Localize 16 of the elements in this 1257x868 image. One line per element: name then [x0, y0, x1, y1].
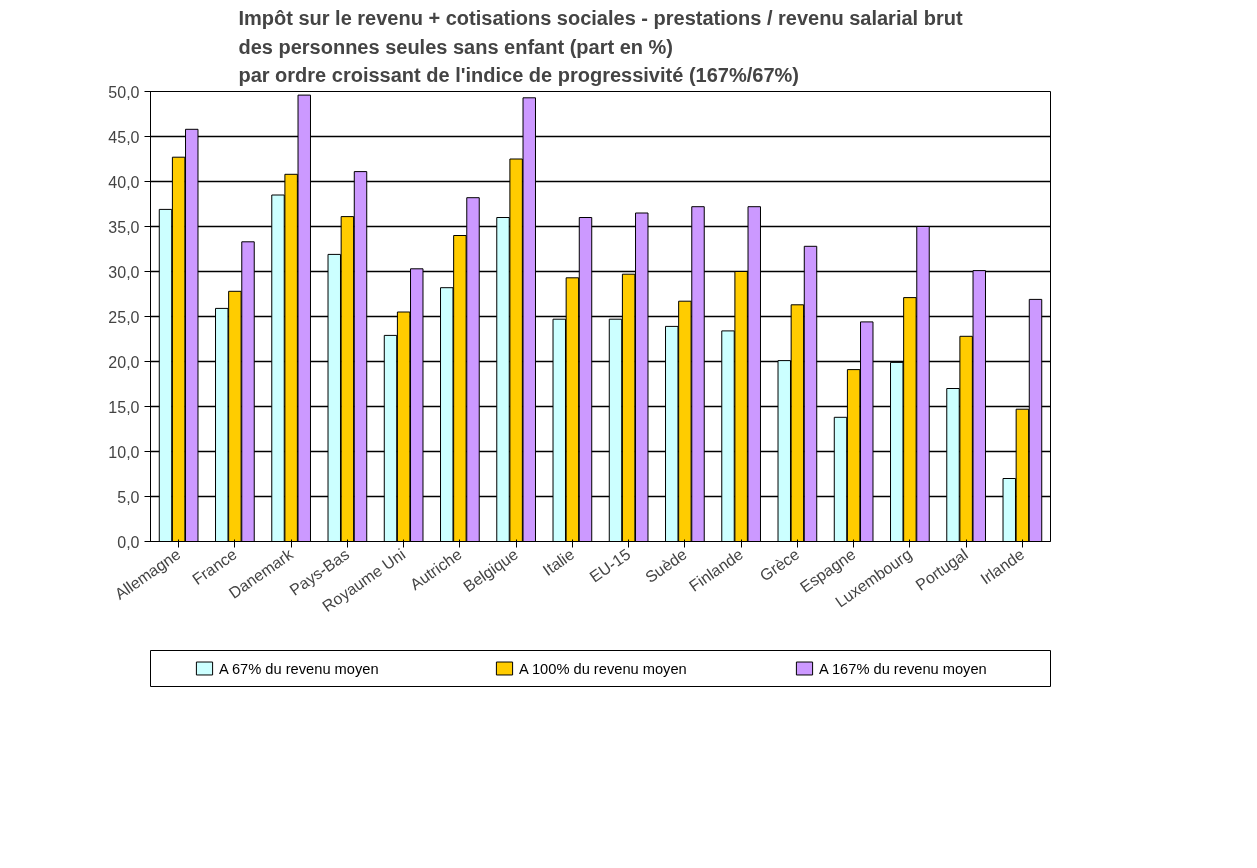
legend-label: A 100% du revenu moyen	[518, 660, 687, 677]
y-tick-label: 35,0	[108, 218, 140, 236]
y-tick-label: 30,0	[108, 263, 140, 281]
y-tick-label: 25,0	[108, 308, 140, 326]
y-tick-label: 40,0	[108, 173, 140, 191]
x-tick-label: Italie	[539, 545, 578, 579]
y-tick-label: 50,0	[108, 83, 140, 101]
y-tick-label: 10,0	[108, 443, 140, 461]
legend-label: A 67% du revenu moyen	[218, 660, 379, 677]
y-tick-label: 0,0	[117, 533, 140, 551]
y-tick-label: 20,0	[108, 353, 140, 371]
y-tick-label: 15,0	[108, 398, 140, 416]
y-tick-label: 5,0	[117, 488, 140, 506]
chart-title: Impôt sur le revenu + cotisations sociales - prestations / revenu salarial brut des personnes seules sans enfant (part en %) par ordre croissant de l'indice de progressivité (167%/67%)	[238, 7, 963, 87]
y-tick-label: 45,0	[108, 128, 140, 146]
legend-label: A 167% du revenu moyen	[818, 660, 987, 677]
